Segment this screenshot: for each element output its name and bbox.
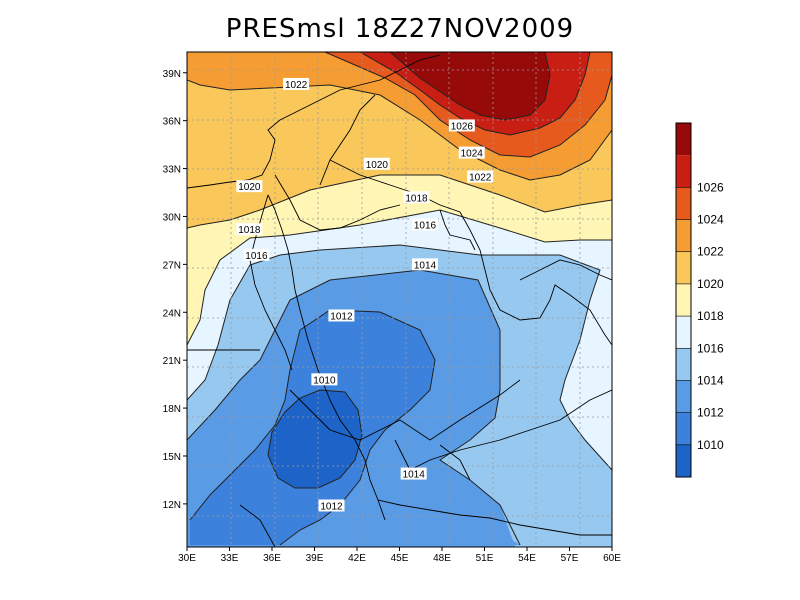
contour-label-bg [458,146,485,159]
contour-label: 1020 [236,180,263,193]
contour-label-bg [328,309,355,322]
colorbar-frame [675,122,692,478]
colorbar-label: 1018 [697,309,724,323]
contour-label-text: 1020 [366,160,389,171]
colorbar-label: 1026 [697,180,724,194]
contour-lines [187,52,612,546]
contour-label: 1022 [467,170,494,184]
contour-label: 1012 [328,309,355,322]
contour-label: 1012 [318,499,345,512]
y-tick-label: 27N [163,260,181,271]
contour-labels: 1022 1026 1024 1022 1020 1020 1018 1016 1018 1016… [236,77,494,512]
colorbar-swatch [676,251,691,284]
contour-label-bg [236,223,263,236]
y-tick-label: 18N [163,404,181,415]
contour-label: 1016 [412,218,438,231]
contour-label-bg [403,191,430,204]
colorbar-swatch [676,412,691,445]
band-1028-plus [390,52,550,120]
band-1014-east [440,400,612,545]
contour-label-text: 1014 [414,260,437,271]
filled-contours [187,52,612,547]
y-tick-label: 39N [163,69,181,80]
colorbar-label: 1012 [697,406,724,420]
colorbar-label: 1022 [697,245,724,259]
colorbar: 1010 1012 1014 1016 1018 1020 1022 1024 1026 [675,122,724,478]
x-tick-label: 45E [391,553,409,564]
contour-label-bg [236,180,263,193]
contour-label-text: 1018 [238,225,261,236]
contour-label: 1018 [403,191,430,204]
contour-label: 1018 [236,223,263,236]
colorbar-swatch [676,444,691,477]
contour-label-text: 1012 [330,311,353,322]
band-below-1010 [268,390,362,488]
contour-label: 1016 [243,248,270,262]
colorbar-swatch [676,283,691,317]
x-tick-label: 33E [221,553,239,564]
x-tick-label: 42E [348,553,366,564]
contour-label-text: 1016 [245,251,268,262]
contour-label-text: 1018 [405,193,428,204]
contour-label-text: 1010 [313,375,336,386]
colorbar-label: 1010 [697,438,724,452]
contour-label: 1026 [448,119,475,132]
colorbar-swatch [676,123,691,156]
y-tick-label: 30N [163,212,181,223]
colorbar-swatch [676,219,691,252]
contour-label-bg [283,77,310,90]
contour-label: 1014 [412,258,438,271]
colorbar-swatch [676,316,691,349]
x-tick-label: 30E [178,553,196,564]
x-tick-label: 51E [476,553,494,564]
contour-label-text: 1026 [451,121,474,132]
x-tick-label: 48E [433,553,451,564]
colorbar-label: 1024 [697,213,724,227]
chart-title: PRESmsl 18Z27NOV2009 [225,14,575,44]
contour-label-text: 1022 [285,80,308,91]
colorbar-label: 1016 [697,341,724,355]
y-tick-label: 15N [163,452,181,463]
y-tick-label: 24N [163,308,181,319]
contour-label-text: 1024 [461,149,484,160]
contour-label-bg [412,258,438,271]
colorbar-swatch [676,155,691,188]
y-tick-label: 21N [163,356,181,367]
colorbar-swatch [676,187,691,220]
contour-label-bg [318,499,345,512]
colorbar-label: 1014 [697,373,724,387]
contour-label-text: 1016 [414,220,437,231]
contour-label-text: 1022 [469,173,492,184]
x-tick-label: 57E [561,553,579,564]
y-tick-label: 36N [163,117,181,128]
contour-label-bg [467,170,494,183]
contour-label-bg [400,467,427,480]
contour-label-bg [311,373,338,386]
y-tick-label: 12N [163,500,181,511]
contour-label-text: 1020 [238,182,261,193]
contour-label-bg [448,119,475,132]
colorbar-label: 1020 [697,277,724,291]
x-tick-label: 36E [263,553,281,564]
contour-label-bg [243,248,270,261]
contour-label: 1024 [458,146,485,160]
colorbar-swatch [676,380,691,413]
x-tick-label: 60E [603,553,621,564]
y-tick-label: 33N [163,165,181,176]
x-tick-label: 39E [306,553,324,564]
contour-label: 1014 [400,467,427,481]
contour-label-text: 1012 [320,501,343,512]
contour-label: 1022 [283,77,310,91]
x-tick-label: 54E [518,553,536,564]
contour-label: 1020 [363,157,390,171]
gridlines [187,52,612,547]
colorbar-swatch [676,348,691,381]
contour-label-bg [412,218,438,231]
y-axis: 12N 15N 18N 21N 24N 27N 30N 33N 36N 39N [163,69,187,511]
contour-label-text: 1014 [403,470,426,481]
contour-label: 1010 [311,373,338,386]
contour-label-bg [363,157,390,170]
x-axis: 30E 33E 36E 39E 42E 45E 48E 51E 54E 57E 60E [178,547,621,564]
